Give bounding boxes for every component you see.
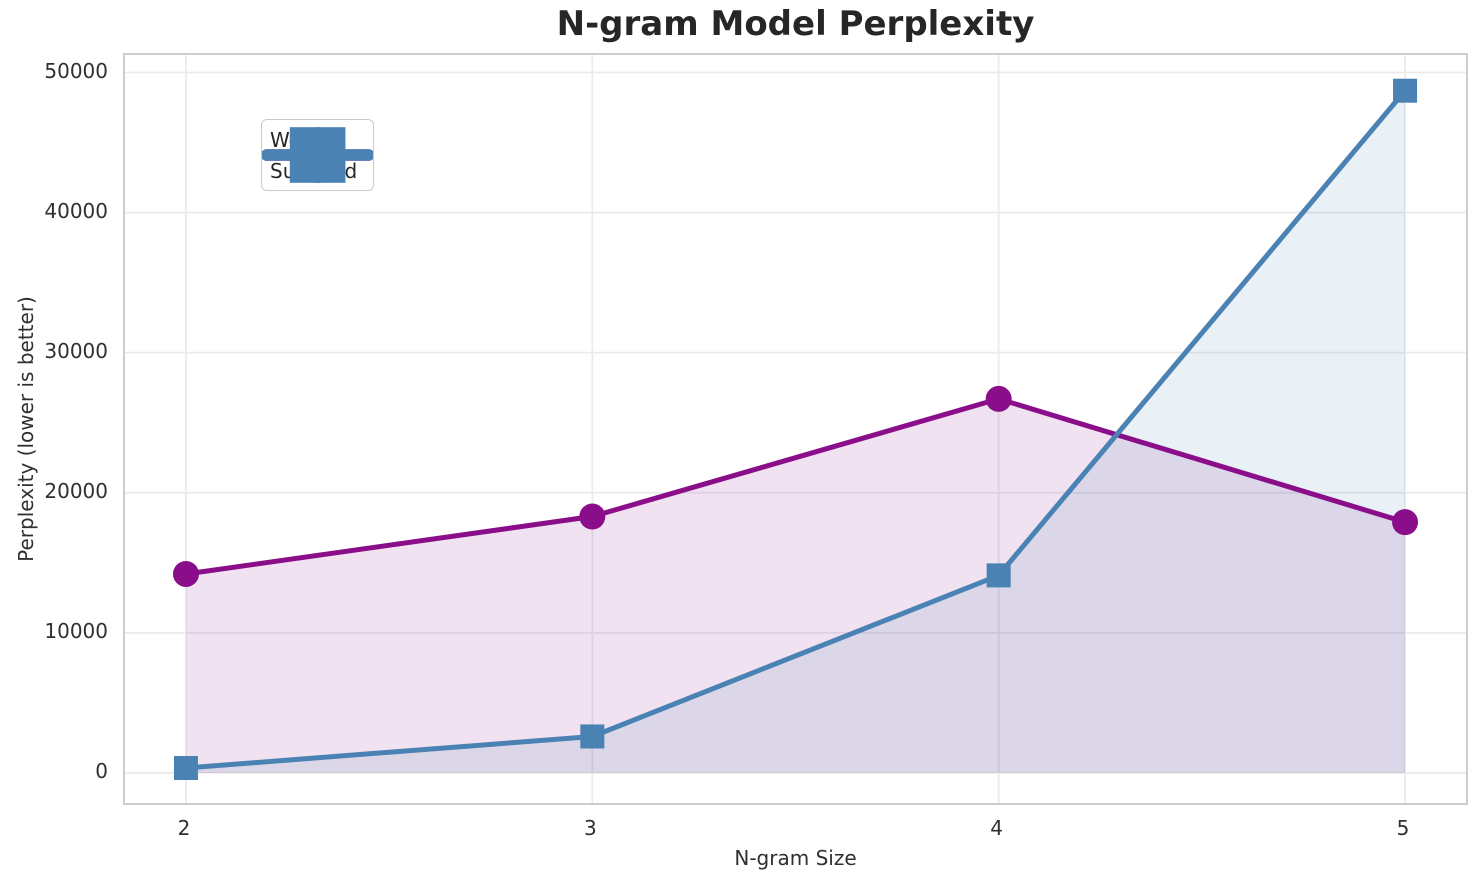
- subword-marker-icon: [262, 127, 374, 183]
- subword-point: [986, 563, 1011, 588]
- word-point: [985, 385, 1012, 412]
- word-point: [1392, 509, 1419, 536]
- x-tick-label: 5: [1396, 816, 1410, 840]
- y-tick-label: 0: [95, 758, 108, 783]
- x-tick-label: 3: [583, 816, 597, 840]
- x-axis-label: N-gram Size: [734, 846, 857, 870]
- y-tick-label: 50000: [44, 58, 108, 83]
- subword-line: [183, 88, 1408, 771]
- plot-area: Word Subword: [123, 53, 1468, 805]
- subword-point: [1393, 78, 1418, 103]
- y-tick-label: 40000: [44, 198, 108, 223]
- subword-point: [173, 755, 198, 780]
- y-tick-label: 10000: [44, 618, 108, 643]
- x-tick-label: 2: [177, 816, 191, 840]
- subword-area: [186, 90, 1405, 773]
- subword-point: [580, 724, 605, 749]
- word-point: [579, 503, 606, 530]
- word-line: [183, 396, 1408, 577]
- y-tick-label: 20000: [44, 478, 108, 503]
- legend: Word Subword: [261, 119, 375, 191]
- word-point: [172, 560, 199, 587]
- y-axis-label: Perplexity (lower is better): [14, 296, 38, 562]
- x-tick-label: 4: [990, 816, 1004, 840]
- legend-sample-marker: [289, 127, 346, 183]
- y-tick-label: 30000: [44, 338, 108, 363]
- chart-title: N-gram Model Perplexity: [556, 4, 1035, 44]
- plot-canvas: [125, 55, 1466, 803]
- word-area: [186, 398, 1405, 773]
- legend-item-subword: Subword: [262, 127, 374, 186]
